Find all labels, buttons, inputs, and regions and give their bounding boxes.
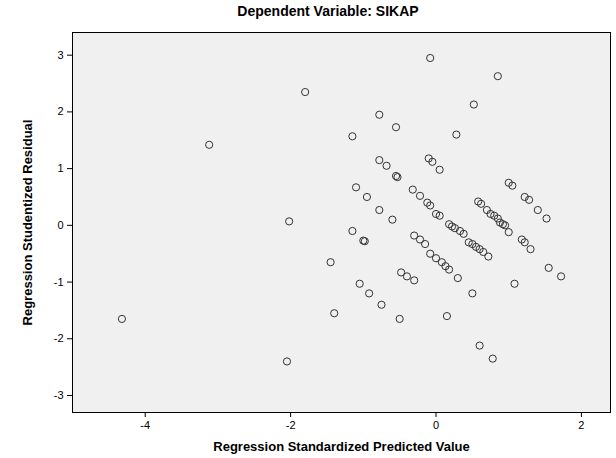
svg-text:-1: -1 <box>54 276 64 288</box>
svg-text:0: 0 <box>433 419 439 431</box>
svg-text:-4: -4 <box>140 419 150 431</box>
svg-text:2: 2 <box>578 419 584 431</box>
html-text:Dependent Variable: SIKAP: Dependent Variable: SIKAP <box>237 3 419 19</box>
svg-text:2: 2 <box>57 105 63 117</box>
svg-text:-2: -2 <box>54 332 64 344</box>
svg-text:-3: -3 <box>54 389 64 401</box>
svg-text:Regression Standardized Predic: Regression Standardized Predicted Value <box>213 439 469 454</box>
svg-text:Regression Studentized Residua: Regression Studentized Residual <box>20 120 35 326</box>
svg-text:1: 1 <box>57 162 63 174</box>
svg-text:-2: -2 <box>286 419 296 431</box>
svg-text:3: 3 <box>57 49 63 61</box>
svg-text:0: 0 <box>57 219 63 231</box>
